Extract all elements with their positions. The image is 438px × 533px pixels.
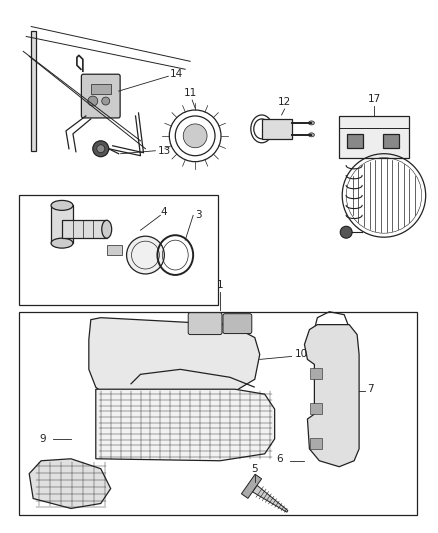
Bar bbox=[347, 134, 363, 148]
Bar bbox=[311, 403, 322, 414]
Circle shape bbox=[88, 96, 98, 106]
Polygon shape bbox=[31, 31, 36, 151]
Text: 13: 13 bbox=[157, 146, 171, 156]
Polygon shape bbox=[252, 486, 288, 512]
Polygon shape bbox=[96, 389, 275, 461]
Polygon shape bbox=[29, 459, 111, 508]
Text: 7: 7 bbox=[367, 384, 374, 394]
Text: 10: 10 bbox=[294, 350, 307, 359]
Bar bbox=[107, 245, 122, 255]
Text: 3: 3 bbox=[195, 211, 202, 220]
Text: 4: 4 bbox=[160, 207, 167, 217]
Circle shape bbox=[97, 145, 105, 153]
Ellipse shape bbox=[51, 200, 73, 211]
Text: 12: 12 bbox=[278, 97, 291, 107]
Bar bbox=[51, 205, 73, 243]
FancyBboxPatch shape bbox=[188, 313, 222, 335]
Bar bbox=[19, 312, 417, 515]
Text: 9: 9 bbox=[40, 434, 46, 444]
Circle shape bbox=[340, 226, 352, 238]
Text: 6: 6 bbox=[276, 454, 283, 464]
Circle shape bbox=[334, 333, 348, 346]
Bar bbox=[62, 220, 107, 238]
Ellipse shape bbox=[308, 121, 314, 125]
Ellipse shape bbox=[308, 133, 314, 137]
Ellipse shape bbox=[127, 236, 164, 274]
Bar bbox=[383, 134, 399, 148]
Polygon shape bbox=[241, 474, 261, 498]
Bar bbox=[262, 119, 292, 139]
Bar bbox=[19, 196, 218, 305]
Text: 1: 1 bbox=[217, 280, 223, 290]
Bar bbox=[91, 84, 111, 94]
Bar bbox=[339, 116, 409, 158]
Text: 14: 14 bbox=[170, 69, 184, 79]
Circle shape bbox=[183, 124, 207, 148]
Ellipse shape bbox=[51, 238, 73, 248]
Polygon shape bbox=[89, 318, 260, 404]
FancyBboxPatch shape bbox=[81, 74, 120, 118]
Bar bbox=[311, 438, 322, 449]
Polygon shape bbox=[304, 325, 359, 467]
Circle shape bbox=[93, 141, 109, 157]
Bar bbox=[311, 368, 322, 379]
Text: 5: 5 bbox=[251, 464, 258, 474]
Ellipse shape bbox=[102, 220, 112, 238]
Text: 17: 17 bbox=[367, 94, 381, 104]
Circle shape bbox=[102, 97, 110, 105]
Text: 11: 11 bbox=[184, 88, 197, 98]
Circle shape bbox=[338, 336, 344, 343]
FancyBboxPatch shape bbox=[223, 314, 252, 334]
